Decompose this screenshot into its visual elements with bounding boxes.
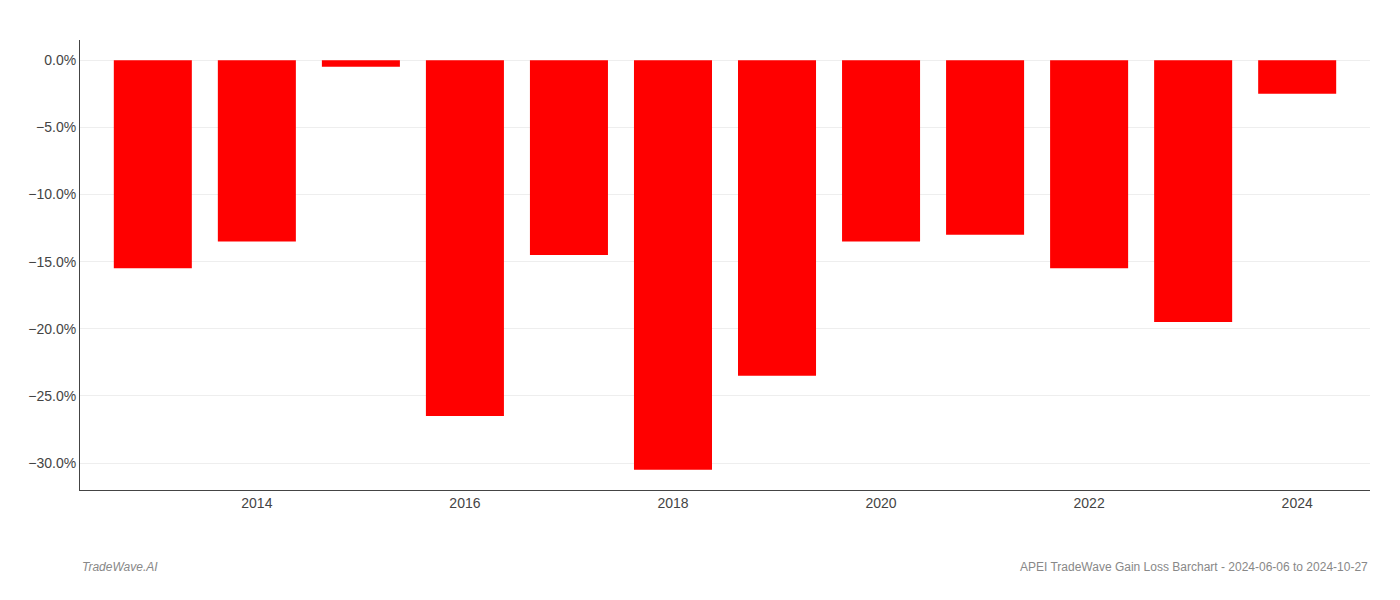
svg-text:2016: 2016 xyxy=(449,495,480,511)
svg-text:2024: 2024 xyxy=(1282,495,1313,511)
svg-text:2022: 2022 xyxy=(1074,495,1105,511)
svg-text:2014: 2014 xyxy=(241,495,272,511)
svg-text:−15.0%: −15.0% xyxy=(28,254,76,270)
svg-text:−30.0%: −30.0% xyxy=(28,455,76,471)
svg-text:−25.0%: −25.0% xyxy=(28,388,76,404)
svg-text:−20.0%: −20.0% xyxy=(28,321,76,337)
svg-text:−5.0%: −5.0% xyxy=(36,119,76,135)
svg-text:2020: 2020 xyxy=(865,495,896,511)
svg-text:0.0%: 0.0% xyxy=(44,52,76,68)
svg-text:2018: 2018 xyxy=(657,495,688,511)
svg-text:TradeWave.AI: TradeWave.AI xyxy=(82,560,158,574)
svg-text:APEI TradeWave Gain Loss Barch: APEI TradeWave Gain Loss Barchart - 2024… xyxy=(1020,560,1368,574)
svg-text:−10.0%: −10.0% xyxy=(28,186,76,202)
